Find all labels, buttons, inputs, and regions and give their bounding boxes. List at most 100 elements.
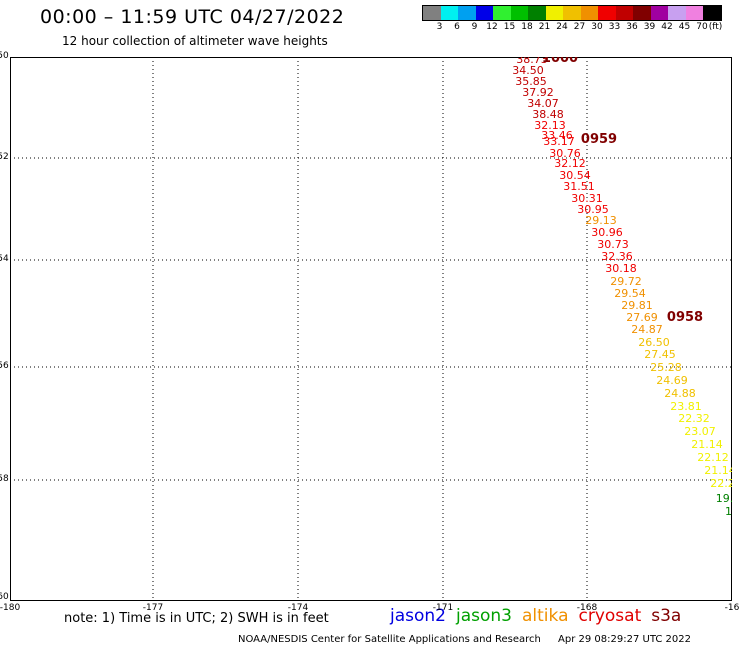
wave-height-label: 30.96	[591, 226, 623, 239]
wave-height-label: 30.18	[605, 262, 637, 275]
lat-tick-label: -60	[0, 592, 9, 602]
colorbar-label: 9	[471, 22, 478, 32]
colorbar-label: 21	[538, 22, 551, 32]
colorbar-label: 39	[643, 22, 656, 32]
wave-height-label: 37.92	[522, 86, 554, 99]
wave-height-label: 19.0	[716, 492, 732, 505]
colorbar-label: 45	[678, 22, 691, 32]
wave-height-label: 27.45	[644, 348, 676, 361]
note-text: note: 1) Time is in UTC; 2) SWH is in fe…	[64, 611, 329, 626]
lon-tick-label: -174	[287, 603, 309, 613]
wave-height-label: 38.48	[532, 108, 564, 121]
wave-height-label: 26.50	[638, 336, 670, 349]
wave-height-label: 18	[725, 505, 732, 518]
colorbar-label: 12	[486, 22, 498, 32]
track-time-label: 1000	[542, 57, 578, 66]
wave-height-label: 29.72	[610, 275, 642, 288]
lon-tick-label: -16	[724, 603, 740, 613]
map-frame	[10, 57, 732, 601]
map-subtitle: 12 hour collection of altimeter wave hei…	[62, 34, 328, 48]
wave-height-label: 22.12	[697, 451, 729, 464]
colorbar-swatch	[685, 6, 703, 20]
satellite-legend-jason2: jason2	[390, 606, 446, 626]
colorbar-labels: 3 6 9 12 15 18 21 24 27 30 33 36 39 42 45 70 (ft)	[422, 22, 740, 34]
colorbar-swatch	[528, 6, 546, 20]
wave-height-label: 32.12	[554, 157, 586, 170]
colorbar-swatch	[580, 6, 598, 20]
colorbar-swatch	[475, 6, 493, 20]
wave-height-label: 32.36	[601, 250, 633, 263]
wave-height-label: 23.81	[670, 400, 702, 413]
wave-height-label: 22.27	[710, 477, 732, 490]
wave-height-label: 30.31	[571, 192, 603, 205]
colorbar-swatch	[615, 6, 633, 20]
wave-height-label: 21.14	[691, 438, 723, 451]
colorbar-swatch	[493, 6, 511, 20]
wave-height-label: 31.51	[563, 180, 595, 193]
colorbar-label: (ft)	[708, 22, 723, 32]
wave-height-label: 24.69	[656, 374, 688, 387]
map-panel: 38.73 34.50 35.85 37.92 34.07 38.48 32.13 33.46…	[10, 57, 732, 601]
wave-height-label: 25.28	[650, 361, 682, 374]
wave-height-label: 35.85	[515, 75, 547, 88]
satellite-legend-cryosat: cryosat	[578, 606, 642, 626]
track-time-label: 0959	[581, 132, 617, 147]
lon-tick-label: -177	[142, 603, 164, 613]
colorbar-legend	[422, 5, 722, 21]
wave-height-label: 27.69	[626, 311, 658, 324]
colorbar-label: 15	[503, 22, 516, 32]
footer: NOAA/NESDIS Center for Satellite Applica…	[238, 634, 691, 645]
wave-height-label: 21.14	[704, 464, 732, 477]
colorbar-swatch	[668, 6, 686, 20]
satellite-legend-altika: altika	[522, 606, 569, 626]
wave-height-label: 34.50	[512, 64, 544, 77]
colorbar-label: 24	[556, 22, 568, 32]
lat-tick-label: -50	[0, 51, 9, 61]
wave-height-label: 30.73	[597, 238, 629, 251]
wave-height-label: 29.54	[614, 287, 646, 300]
footer-credit: NOAA/NESDIS Center for Satellite Applica…	[238, 634, 541, 645]
wave-height-label: 24.88	[664, 387, 696, 400]
colorbar-swatch	[563, 6, 581, 20]
satellite-legend: jason2 jason3 altika cryosat s3a	[390, 606, 691, 626]
colorbar-swatch	[440, 6, 458, 20]
wave-height-label: 32.13	[534, 119, 566, 132]
colorbar-swatch	[510, 6, 528, 20]
colorbar-swatch	[458, 6, 476, 20]
wave-height-label: 23.07	[684, 425, 716, 438]
colorbar-label: 42	[661, 22, 673, 32]
lat-tick-label: -56	[0, 361, 9, 371]
track-time-label: 0958	[667, 310, 703, 325]
footer-timestamp: Apr 29 08:29:27 UTC 2022	[558, 634, 691, 645]
colorbar-label: 3	[436, 22, 443, 32]
colorbar-swatch	[598, 6, 616, 20]
lon-tick-label: -180	[0, 603, 21, 613]
lat-tick-label: -54	[0, 254, 9, 264]
satellite-legend-jason3: jason3	[456, 606, 512, 626]
wave-height-label: 22.32	[678, 412, 710, 425]
colorbar-swatch	[703, 6, 721, 20]
colorbar-label: 33	[608, 22, 621, 32]
wave-height-label: 30.76	[549, 147, 581, 160]
lat-tick-label: -58	[0, 474, 9, 484]
wave-height-label: 33.17	[543, 135, 575, 148]
wave-height-label: 30.95	[577, 203, 609, 216]
colorbar-label: 70	[696, 22, 708, 32]
wave-height-label: 29.81	[621, 299, 653, 312]
colorbar-label: 30	[591, 22, 603, 32]
wave-height-label: 24.87	[631, 323, 663, 336]
colorbar-swatch	[650, 6, 668, 20]
lon-tick-label: -168	[576, 603, 598, 613]
wave-height-label: 29.13	[585, 214, 617, 227]
wave-height-label: 34.07	[527, 97, 559, 110]
map-title: 00:00 – 11:59 UTC 04/27/2022	[40, 6, 345, 28]
colorbar-label: 18	[521, 22, 533, 32]
colorbar-label: 6	[454, 22, 460, 32]
colorbar-label: 27	[573, 22, 586, 32]
colorbar-swatch	[633, 6, 651, 20]
colorbar-swatch	[545, 6, 563, 20]
colorbar-label: 36	[626, 22, 638, 32]
wave-height-label: 30.54	[559, 169, 591, 182]
lat-tick-label: -52	[0, 152, 9, 162]
lon-tick-label: -171	[432, 603, 454, 613]
